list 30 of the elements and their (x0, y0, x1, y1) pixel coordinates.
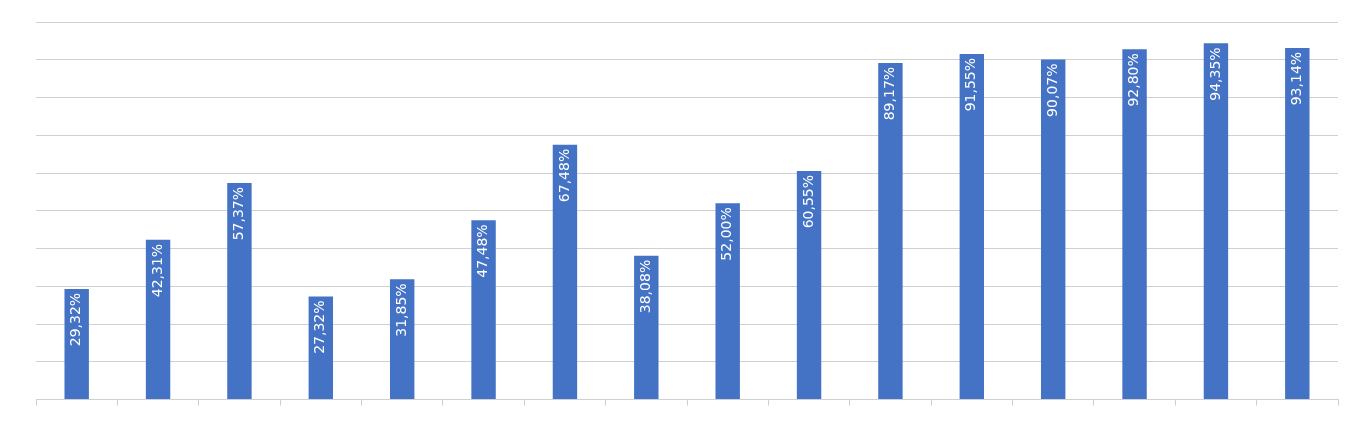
data-label: 52,00% (718, 207, 735, 261)
data-label: 93,14% (1287, 51, 1304, 106)
data-label: 67,48% (555, 148, 572, 203)
data-label: 27,32% (311, 300, 328, 354)
data-label: 91,55% (962, 57, 979, 112)
data-label: 92,80% (1125, 53, 1142, 107)
data-label: 38,08% (636, 259, 653, 314)
data-label: 94,35% (1206, 47, 1223, 101)
bar (878, 62, 903, 400)
bar (1122, 49, 1147, 400)
bar (715, 203, 740, 400)
bar (227, 182, 252, 400)
data-label: 89,17% (881, 66, 898, 121)
bar (959, 53, 985, 400)
bar (552, 144, 578, 400)
bar (634, 255, 659, 400)
bar (471, 220, 496, 400)
bar (796, 170, 822, 400)
data-label: 60,55% (799, 174, 816, 229)
data-label: 90,07% (1043, 63, 1060, 117)
bar (145, 239, 171, 400)
data-label: 47,48% (474, 224, 491, 278)
data-label: 57,37% (230, 186, 247, 241)
data-label: 29,32% (67, 292, 84, 347)
bar (64, 288, 89, 400)
bar (1203, 43, 1229, 400)
bar (1285, 47, 1310, 400)
data-label: 42,31% (148, 243, 165, 298)
bar (1040, 59, 1066, 400)
data-label: 31,85% (392, 283, 409, 337)
